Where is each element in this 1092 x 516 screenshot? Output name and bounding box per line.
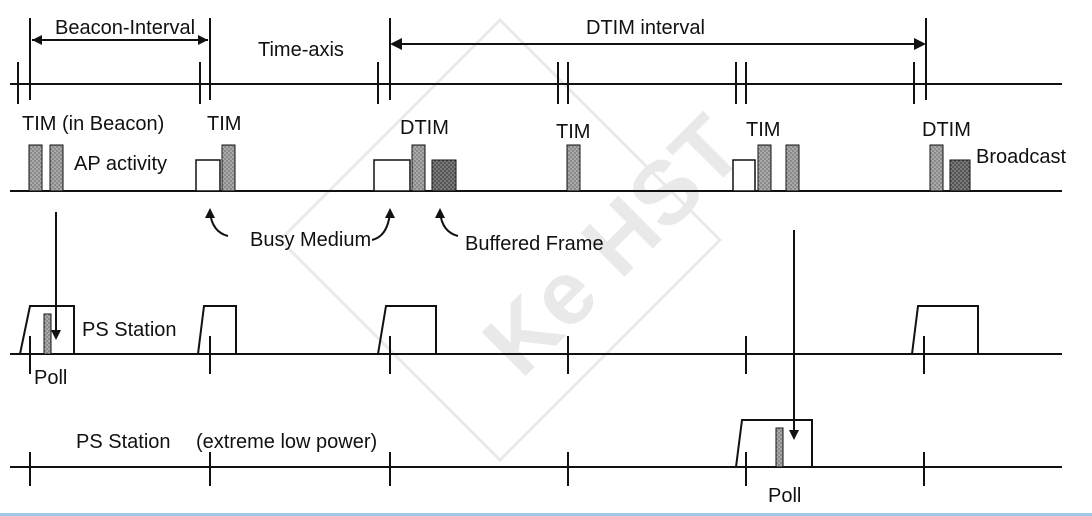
tim-beacon-frame: [757, 144, 772, 192]
awake-window: [911, 305, 979, 355]
time-axis-label: Time-axis: [258, 39, 344, 61]
awake-window: [377, 305, 437, 355]
broadcast-label: Broadcast: [976, 146, 1067, 168]
busy-medium-label: Busy Medium: [250, 229, 372, 251]
ps-poll-frame: [43, 313, 52, 355]
annotation-arrows: [205, 208, 459, 241]
beacon-frame: [49, 144, 64, 192]
bottom-border: [0, 513, 1092, 516]
busy-medium-box: [373, 159, 411, 192]
beacon-arrow-left: [32, 35, 42, 45]
beacon-interval-dimension: [29, 18, 211, 100]
poll-label: Poll: [768, 485, 802, 507]
tim-label: TIM: [746, 119, 781, 141]
beacon-frame: [28, 144, 43, 192]
tim-in-beacon-label: TIM (in Beacon): [22, 113, 165, 135]
busy-medium-box: [195, 159, 221, 192]
ps-station-label: PS Station: [76, 431, 171, 453]
buffered-frame-label: Buffered Frame: [465, 233, 604, 255]
ps-station-low-power-row: [10, 419, 1062, 486]
beacon-frame: [785, 144, 800, 192]
dtim-beacon-frame: [929, 144, 944, 192]
tim-beacon-frame: [221, 144, 236, 192]
dtim-beacon-frame: [411, 144, 426, 192]
ap-activity-row: [10, 144, 1062, 192]
dtim-interval-label: DTIM interval: [586, 17, 705, 39]
dtim-label: DTIM: [400, 117, 449, 139]
beacon-interval-label: Beacon-Interval: [55, 17, 196, 39]
ps-station-label: PS Station: [82, 319, 177, 341]
poll-arrows: [51, 212, 799, 440]
dtim-interval-dimension: [389, 18, 927, 100]
awake-window: [19, 305, 75, 355]
awake-window: [197, 305, 237, 355]
tim-label: TIM: [556, 121, 591, 143]
tim-label: TIM: [207, 113, 242, 135]
poll-label: Poll: [34, 367, 68, 389]
extreme-low-power-label: (extreme low power): [196, 431, 378, 453]
awake-window: [735, 419, 813, 468]
dtim-arrow-left: [390, 38, 402, 50]
beacon-arrow-right: [198, 35, 208, 45]
time-axis: [10, 62, 1062, 104]
dtim-arrow-right: [914, 38, 926, 50]
busy-medium-box: [732, 159, 756, 192]
ap-activity-label: AP activity: [74, 153, 167, 175]
dtim-label: DTIM: [922, 119, 971, 141]
ps-station-row: [10, 305, 1062, 374]
buffered-frame: [431, 159, 457, 192]
broadcast-frame: [949, 159, 971, 192]
tim-beacon-frame: [566, 144, 581, 192]
ps-poll-frame: [775, 427, 784, 468]
